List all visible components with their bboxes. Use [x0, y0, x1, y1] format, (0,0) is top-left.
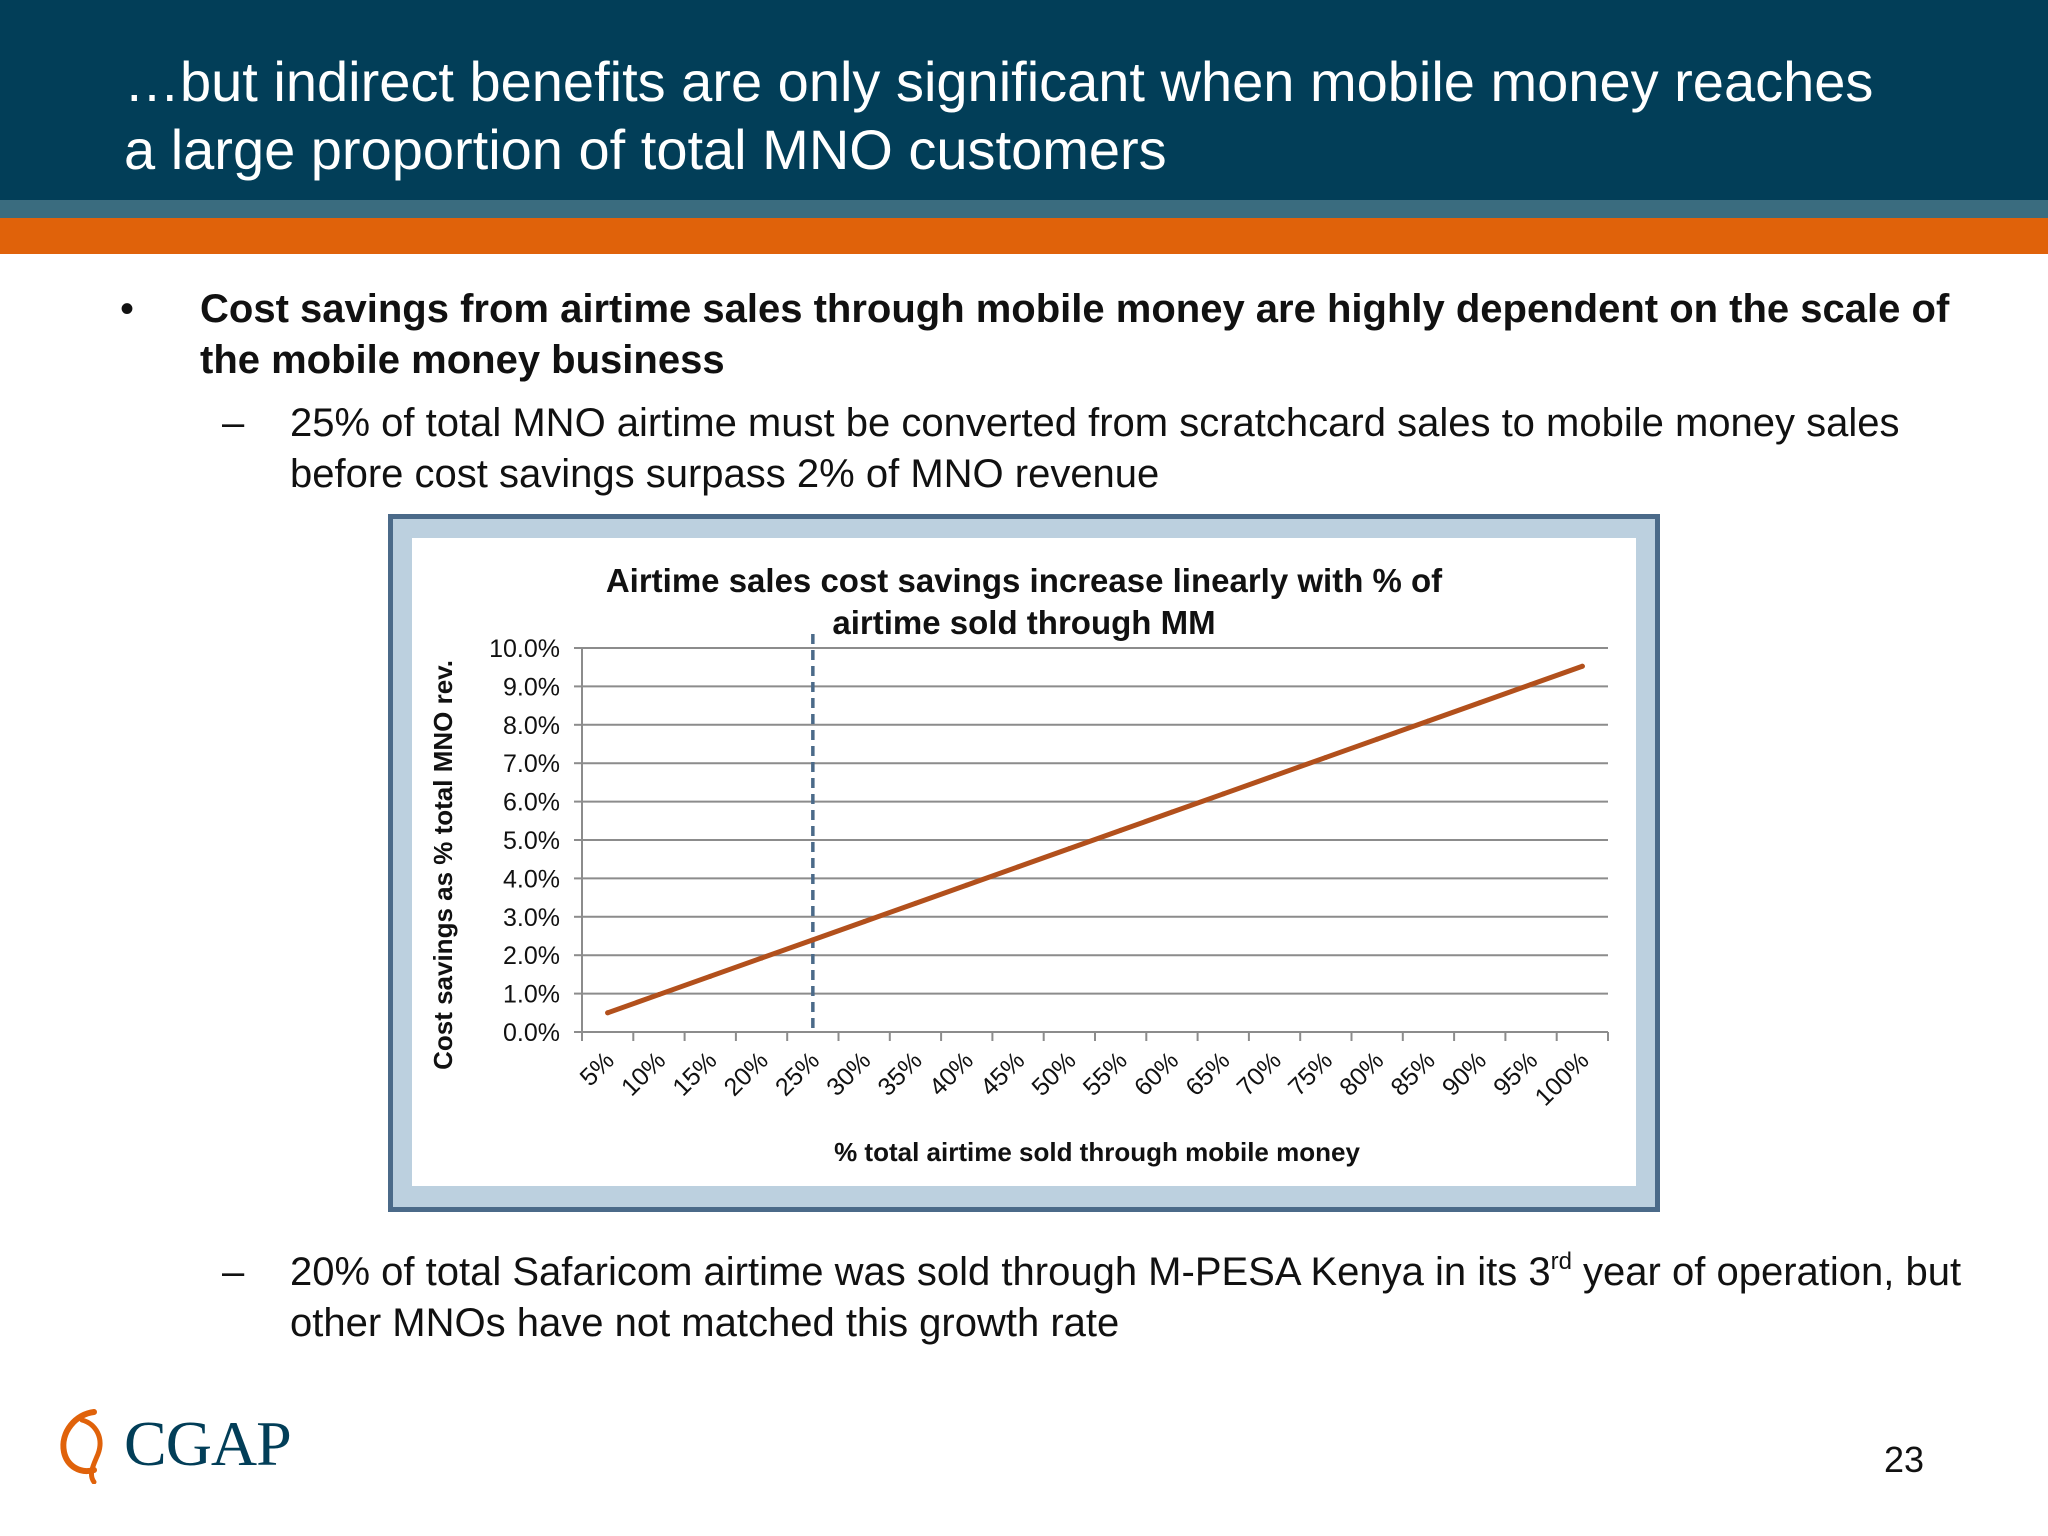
x-axis-label: % total airtime sold through mobile mone…	[834, 1137, 1360, 1167]
x-tick-label: 10%	[616, 1046, 671, 1101]
x-tick-label: 40%	[924, 1046, 979, 1101]
chart-panel	[412, 538, 1636, 1186]
sub-bullet-2-text-end: year of operation, but other MNOs have n…	[290, 1250, 1962, 1345]
y-tick-label: 8.0%	[503, 712, 560, 740]
data-point	[1425, 718, 1431, 724]
data-point	[1015, 864, 1021, 870]
chart-title-line2: airtime sold through MM	[832, 604, 1215, 641]
y-tick-label: 7.0%	[503, 750, 560, 778]
y-tick-label: 6.0%	[503, 789, 560, 817]
data-point	[912, 900, 918, 906]
title-bar: …but indirect benefits are only signific…	[0, 0, 2048, 200]
data-point	[1579, 663, 1585, 669]
y-tick-label: 2.0%	[503, 942, 560, 970]
data-point	[1118, 827, 1124, 833]
logo-wordmark: CGAP	[124, 1408, 292, 1479]
x-tick-label: 30%	[821, 1046, 876, 1101]
x-tick-label: 65%	[1180, 1046, 1235, 1101]
sub-bullet-1: 25% of total MNO airtime must be convert…	[290, 401, 1900, 496]
x-tick-label: 50%	[1026, 1046, 1081, 1101]
data-point	[1323, 754, 1329, 760]
x-tick-label: 25%	[770, 1046, 825, 1101]
data-point	[1477, 700, 1483, 706]
page-number: 23	[1883, 1439, 1924, 1480]
x-tick-label: 55%	[1078, 1046, 1133, 1101]
slide-title: …but indirect benefits are only signific…	[124, 50, 1874, 181]
y-axis-label: Cost savings as % total MNO rev.	[428, 660, 458, 1070]
y-tick-label: 9.0%	[503, 673, 560, 701]
y-tick-label: 3.0%	[503, 904, 560, 932]
cgap-swirl-icon	[60, 1409, 103, 1484]
orange-divider	[0, 218, 2048, 254]
data-point	[1169, 809, 1175, 815]
x-tick-label: 60%	[1129, 1046, 1184, 1101]
main-bullet: Cost savings from airtime sales through …	[200, 287, 1950, 382]
x-tick-label: 90%	[1437, 1046, 1492, 1101]
sub-bullet-dash: –	[222, 1250, 245, 1294]
teal-divider	[0, 200, 2048, 218]
data-point	[810, 937, 816, 943]
x-tick-label: 70%	[1232, 1046, 1287, 1101]
bullet-marker: •	[120, 287, 135, 331]
data-point	[759, 955, 765, 961]
data-point	[1220, 791, 1226, 797]
x-tick-label: 75%	[1283, 1046, 1338, 1101]
y-tick-label: 5.0%	[503, 827, 560, 855]
y-tick-label: 1.0%	[503, 981, 560, 1009]
chart-title-line1: Airtime sales cost savings increase line…	[606, 562, 1443, 599]
data-point	[1374, 736, 1380, 742]
sub-bullet-2: 20% of total Safaricom airtime was sold …	[290, 1247, 1970, 1349]
x-tick-label: 35%	[873, 1046, 928, 1101]
x-tick-label: 100%	[1530, 1046, 1595, 1111]
data-point	[605, 1010, 611, 1016]
x-tick-label: 20%	[719, 1046, 774, 1101]
x-tick-label: 5%	[575, 1046, 620, 1091]
data-point	[1528, 681, 1534, 687]
data-point	[861, 919, 867, 925]
y-tick-label: 0.0%	[503, 1019, 560, 1047]
data-point	[1066, 846, 1072, 852]
data-point	[656, 992, 662, 998]
cgap-logo: CGAP	[54, 1404, 294, 1484]
sub-bullet-2-text: 20% of total Safaricom airtime was sold …	[290, 1250, 1551, 1294]
x-tick-label: 45%	[975, 1046, 1030, 1101]
sub-bullet-dash: –	[222, 401, 245, 445]
x-tick-label: 80%	[1334, 1046, 1389, 1101]
data-point	[707, 973, 713, 979]
data-point	[1272, 773, 1278, 779]
y-tick-label: 10.0%	[489, 635, 560, 663]
series-line	[605, 663, 1585, 1016]
data-point	[964, 882, 970, 888]
ordinal-superscript: rd	[1550, 1248, 1572, 1275]
x-tick-label: 85%	[1386, 1046, 1441, 1101]
x-tick-label: 15%	[667, 1046, 722, 1101]
y-tick-label: 4.0%	[503, 865, 560, 893]
